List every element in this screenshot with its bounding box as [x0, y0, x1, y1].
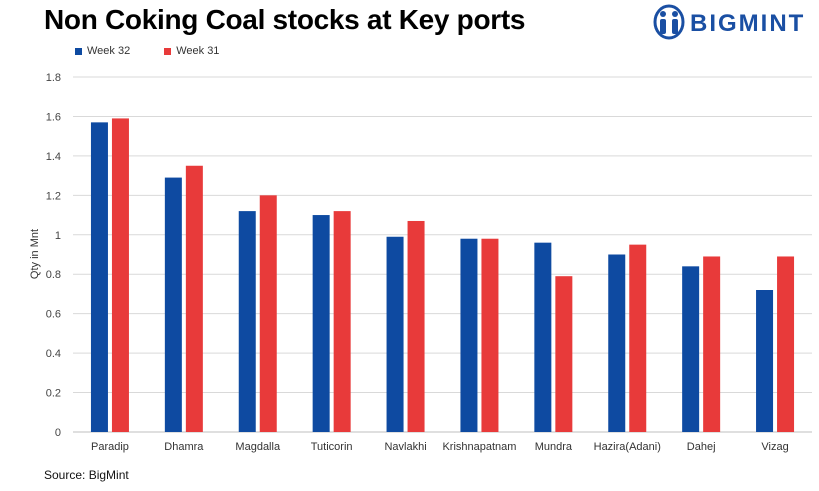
- bar-week-31: [703, 256, 721, 432]
- bar-week-32: [238, 211, 256, 432]
- bar-week-31: [777, 256, 795, 432]
- bigmint-logo-icon: [653, 4, 685, 40]
- bar-week-32: [534, 242, 552, 432]
- bar-week-31: [333, 211, 351, 432]
- bigmint-logo: BIGMINT: [652, 4, 812, 40]
- bar-week-32: [90, 122, 108, 432]
- x-tick-label: Tuticorin: [311, 441, 353, 453]
- legend-item-week-32: Week 32: [75, 45, 130, 57]
- y-tick-label: 0.8: [46, 269, 61, 281]
- bar-week-31: [111, 118, 129, 433]
- bar-week-32: [386, 236, 404, 432]
- y-tick-label: 1.2: [46, 190, 61, 202]
- bar-week-32: [756, 290, 774, 432]
- bar-week-32: [682, 266, 700, 432]
- bar-week-31: [259, 195, 277, 432]
- bar-week-32: [608, 254, 626, 432]
- source-note: Source: BigMint: [44, 468, 129, 482]
- y-tick-label: 0.2: [46, 388, 61, 400]
- x-tick-label: Vizag: [761, 441, 788, 453]
- legend-label-week-31: Week 31: [176, 45, 220, 57]
- x-tick-label: Navlakhi: [384, 441, 426, 453]
- legend-label-week-32: Week 32: [87, 45, 131, 57]
- legend-item-week-31: Week 31: [164, 45, 219, 57]
- bar-week-31: [481, 238, 499, 432]
- bar-week-32: [164, 177, 182, 432]
- bigmint-logo-text: BIGMINT: [690, 10, 806, 37]
- legend-swatch-week-32: [75, 47, 82, 55]
- legend-swatch-week-31: [164, 47, 172, 55]
- chart-title: Non Coking Coal stocks at Key ports: [44, 4, 526, 35]
- chart-legend: Week 32 Week 31: [75, 45, 219, 57]
- y-tick-label: 0.4: [46, 348, 61, 360]
- y-tick-label: 1.4: [46, 151, 61, 163]
- bar-week-31: [407, 220, 425, 432]
- x-tick-label: Hazira(Adani): [594, 441, 661, 453]
- bar-week-31: [185, 165, 203, 432]
- bar-week-32: [312, 215, 330, 432]
- y-tick-label: 1: [55, 230, 61, 242]
- x-tick-label: Magdalla: [235, 441, 281, 453]
- bar-week-31: [555, 276, 573, 432]
- x-tick-label: Dhamra: [164, 441, 204, 453]
- y-tick-label: 1.8: [46, 72, 61, 84]
- bar-week-31: [629, 244, 647, 432]
- y-tick-label: 1.6: [46, 111, 61, 123]
- x-tick-label: Paradip: [91, 441, 129, 453]
- y-tick-label: 0.6: [46, 309, 61, 321]
- x-tick-label: Dahej: [687, 441, 716, 453]
- x-tick-label: Mundra: [535, 441, 573, 453]
- bar-week-32: [460, 238, 478, 432]
- y-tick-label: 0: [55, 427, 61, 439]
- x-tick-label: Krishnapatnam: [442, 441, 516, 453]
- y-axis-label: Qty in Mnt: [29, 229, 41, 279]
